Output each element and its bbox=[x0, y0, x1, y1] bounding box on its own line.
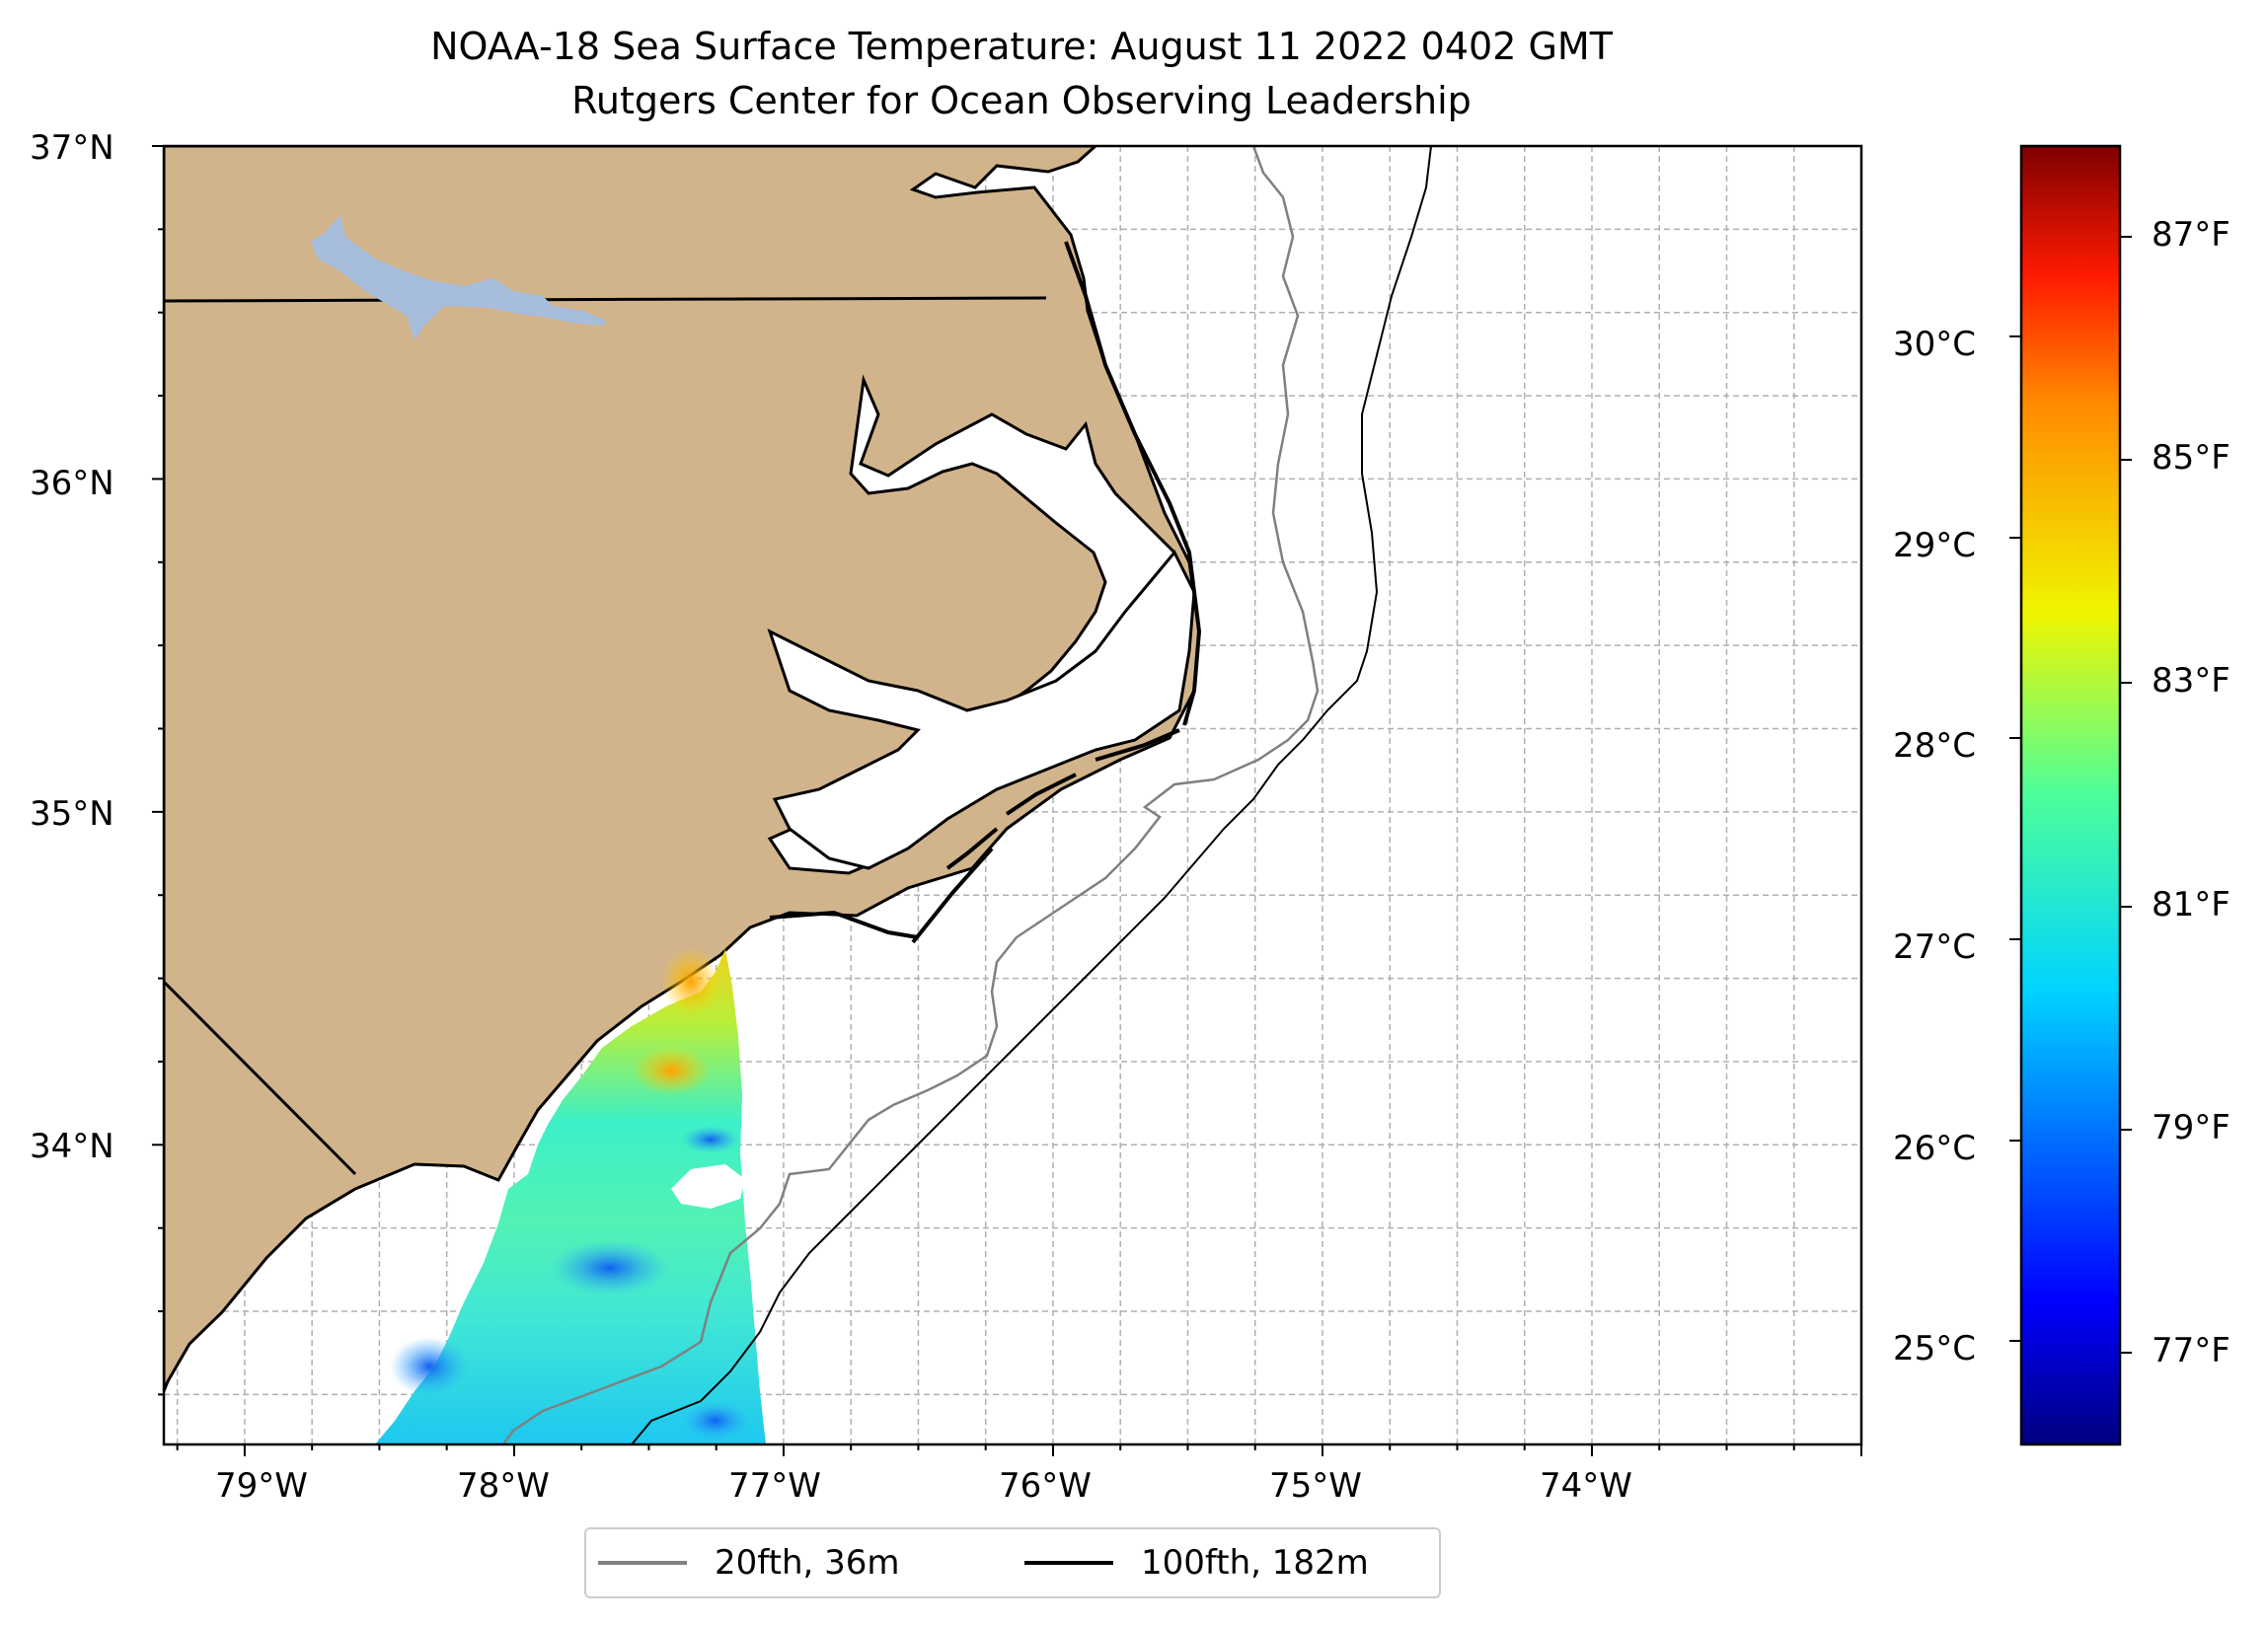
lon-tick-label: 79°W bbox=[215, 1466, 308, 1506]
cbar-celsius-label: 25°C bbox=[1893, 1329, 1977, 1368]
lon-tick-label: 74°W bbox=[1540, 1466, 1632, 1506]
isobath-20fth bbox=[501, 146, 1320, 1444]
cbar-fahrenheit-label: 81°F bbox=[2152, 885, 2230, 924]
legend-item-20fth: 20fth, 36m bbox=[598, 1543, 900, 1583]
cbar-celsius-label: 26°C bbox=[1893, 1129, 1977, 1168]
pamlico-sound bbox=[767, 550, 1196, 870]
lon-tick-label: 75°W bbox=[1269, 1466, 1362, 1506]
cbar-fahrenheit-label: 87°F bbox=[2152, 215, 2230, 255]
outer-banks bbox=[769, 241, 1202, 944]
cbar-celsius-label: 30°C bbox=[1893, 325, 1977, 364]
legend-label: 100fth, 182m bbox=[1141, 1543, 1369, 1583]
lat-tick-label: 35°N bbox=[30, 794, 114, 834]
legend-item-100fth: 100fth, 182m bbox=[1024, 1543, 1369, 1583]
cbar-fahrenheit-label: 83°F bbox=[2152, 661, 2230, 701]
lat-tick-label: 36°N bbox=[30, 464, 114, 503]
cbar-fahrenheit-label: 77°F bbox=[2152, 1331, 2230, 1370]
lat-tick-label: 37°N bbox=[30, 128, 114, 168]
lon-tick-label: 78°W bbox=[457, 1466, 550, 1506]
colorbar bbox=[2019, 144, 2122, 1446]
cbar-fahrenheit-label: 79°F bbox=[2152, 1108, 2230, 1147]
cbar-celsius-label: 28°C bbox=[1893, 726, 1977, 766]
legend: 20fth, 36m 100fth, 182m bbox=[584, 1527, 1441, 1598]
cloud-gap bbox=[671, 1164, 745, 1209]
legend-line-black bbox=[1024, 1561, 1113, 1565]
cbar-celsius-label: 27°C bbox=[1893, 927, 1977, 967]
albemarle-sound bbox=[767, 374, 1176, 875]
lat-tick-label: 34°N bbox=[30, 1127, 114, 1166]
map-title: NOAA-18 Sea Surface Temperature: August … bbox=[430, 25, 1613, 68]
state-border bbox=[164, 296, 1047, 1176]
kerr-lake bbox=[311, 215, 607, 340]
map-subtitle: Rutgers Center for Ocean Observing Leade… bbox=[571, 79, 1472, 122]
lon-tick-label: 77°W bbox=[728, 1466, 821, 1506]
cbar-celsius-label: 29°C bbox=[1893, 526, 1977, 565]
legend-label: 20fth, 36m bbox=[715, 1543, 900, 1583]
legend-line-gray bbox=[598, 1561, 687, 1565]
isobath-100fth bbox=[631, 146, 1432, 1444]
cbar-fahrenheit-label: 85°F bbox=[2152, 438, 2230, 478]
lon-tick-label: 76°W bbox=[999, 1466, 1092, 1506]
